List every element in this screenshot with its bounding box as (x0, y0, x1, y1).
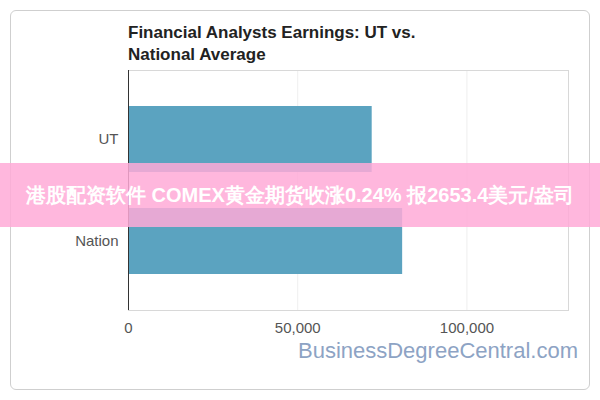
svg-text:UT: UT (99, 130, 119, 147)
html-text:BusinessDegreeCentral.com: BusinessDegreeCentral.com (298, 338, 578, 363)
html-text:港股配资软件 COMEX黄金期货收涨0.24% 报2653.: 港股配资软件 COMEX黄金期货收涨0.24% 报2653.4美元/盎司 (26, 184, 574, 206)
html-text:Financial Analysts Earnings: U: Financial Analysts Earnings: UT vs. Nati… (128, 23, 416, 65)
svg-text:100,000: 100,000 (440, 319, 494, 336)
svg-text:0: 0 (124, 319, 132, 336)
svg-text:50,000: 50,000 (275, 319, 321, 336)
svg-text:Nation: Nation (75, 232, 118, 249)
